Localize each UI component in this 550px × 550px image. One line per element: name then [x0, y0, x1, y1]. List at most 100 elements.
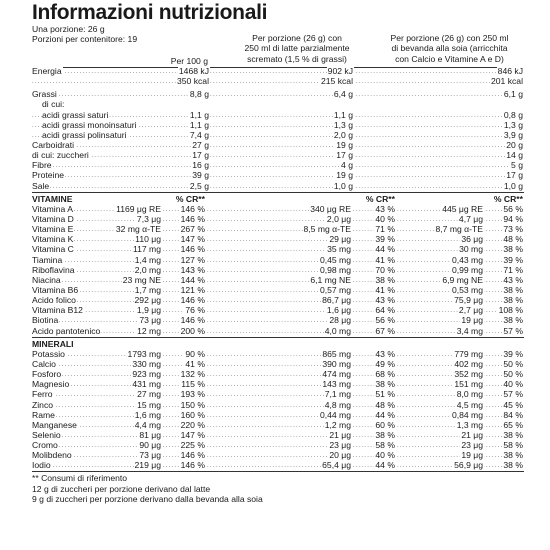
nutrient-label: di cui:: [42, 99, 66, 110]
value-soy: 0,8 g: [502, 109, 524, 120]
dot-leader: ........................................…: [32, 216, 524, 223]
mineral-row: ........................................…: [32, 460, 524, 471]
value-milk: 340 μg RE: [309, 203, 352, 214]
value-soy: 0,99 mg: [450, 264, 484, 275]
dot-leader: ........................................…: [32, 163, 524, 170]
value-soy: 6,9 mg NE: [441, 274, 484, 285]
mineral-row: ........................................…: [32, 399, 524, 410]
mineral-row: ........................................…: [32, 379, 524, 390]
cr-milk: 43 %: [374, 348, 396, 359]
value-milk: 865 mg: [321, 348, 352, 359]
cr-soy: 39 %: [502, 254, 524, 265]
nutrient-row: ........................................…: [32, 129, 524, 140]
dot-leader: ........................................…: [32, 112, 524, 119]
mineral-row: ........................................…: [32, 450, 524, 461]
portions-per-container: Porzioni per contenitore: 19: [32, 34, 138, 44]
value-soy: 4,7 μg: [457, 213, 484, 225]
column-head-soy-line: Per porzione (26 g) con 250 ml: [390, 33, 509, 43]
value-milk: 7,1 mg: [323, 389, 352, 400]
value-soy: 23 μg: [460, 440, 484, 451]
dot-leader: ........................................…: [32, 392, 524, 399]
cr-soy: 38 %: [502, 244, 524, 255]
mineral-row-label: Cromo: [32, 440, 59, 451]
section-header: MINERALI: [32, 338, 524, 349]
mineral-row: ........................................…: [32, 409, 524, 420]
cr-per100: 147 %: [179, 234, 206, 245]
nutrient-label: Carboidrati: [32, 139, 76, 151]
mineral-row-label: Magnesio: [32, 379, 71, 390]
cr-milk: 43 %: [374, 295, 396, 306]
vitamin-row-label: Vitamina B6: [32, 284, 80, 296]
nutrient-label: acidi grassi polinsaturi: [42, 129, 128, 140]
value-soy: 56,9 μg: [453, 460, 484, 471]
mineral-row-label: Manganese: [32, 419, 78, 430]
value-soy: 14 g: [505, 150, 524, 161]
value-per100: 17 g: [191, 150, 210, 161]
value-soy: 0,84 mg: [450, 409, 484, 420]
value-milk: 19 g: [335, 170, 354, 181]
nutrient-label: acidi grassi saturi: [42, 109, 110, 120]
value-per100: 81 μg: [138, 429, 162, 441]
cr-per100: 150 %: [179, 399, 206, 410]
vitamin-row-label: Vitamina C: [32, 244, 75, 255]
value-soy: 4,5 mg: [455, 399, 484, 410]
value-soy: 8,7 mg α-TE: [434, 224, 484, 235]
page-title: Informazioni nutrizionali: [32, 1, 268, 24]
vitamin-row-label: Niacina: [32, 274, 62, 285]
section-rule: [32, 336, 524, 339]
column-head-milk-line: scremato (1,5 % di grassi): [247, 53, 347, 64]
value-per100: 39 g: [191, 170, 210, 181]
mineral-row: ........................................…: [32, 419, 524, 430]
cr-milk: 68 %: [374, 369, 396, 380]
cr-soy: 65 %: [502, 419, 524, 430]
nutrient-row: ........................................…: [32, 150, 524, 161]
vitamin-row: ........................................…: [32, 254, 524, 265]
dot-leader: ........................................…: [32, 153, 524, 160]
value-milk: 8,5 mg α-TE: [302, 224, 352, 235]
value-soy: 846 kJ: [496, 66, 524, 77]
cr-milk: 58 %: [374, 440, 396, 451]
vitamin-row: ........................................…: [32, 295, 524, 306]
nutrient-label: Energia: [32, 66, 63, 77]
cr-per100: 225 %: [179, 440, 206, 451]
value-milk: 1,0 g: [332, 180, 354, 191]
dot-leader: ........................................…: [32, 453, 524, 460]
value-soy: 21 μg: [460, 429, 484, 441]
dot-leader: ........................................…: [32, 227, 524, 234]
value-soy: 36 μg: [460, 234, 484, 245]
dot-leader: ........................................…: [32, 318, 524, 325]
value-milk: 4,8 mg: [323, 399, 352, 410]
cr-soy: 38 %: [502, 460, 524, 471]
cr-soy: 57 %: [502, 389, 524, 400]
cr-soy: 38 %: [502, 450, 524, 461]
nutrient-label: acidi grassi monoinsaturi: [42, 119, 138, 130]
value-soy: 3,9 g: [502, 129, 524, 140]
value-milk: 29 μg: [328, 234, 352, 245]
column-head-soy-line: con Calcio e Vitamine A e D): [395, 53, 504, 64]
cr-milk: 38 %: [374, 429, 396, 441]
cr-soy: 73 %: [502, 224, 524, 235]
value-soy: 0,53 mg: [450, 284, 484, 296]
value-milk: 474 mg: [321, 369, 352, 380]
cr-per100: 220 %: [179, 419, 206, 430]
cr-milk: 40 %: [374, 213, 396, 225]
value-milk: 0,98 mg: [318, 264, 352, 275]
vitamin-row: ........................................…: [32, 213, 524, 225]
dot-leader: ........................................…: [32, 132, 524, 139]
column-head-milk: Per porzione (26 g) con 250 ml di latte …: [222, 33, 372, 64]
mineral-row-label: Molibdeno: [32, 450, 73, 461]
value-soy: 5 g: [510, 160, 524, 171]
value-per100: 27 mg: [136, 389, 162, 400]
dot-leader: ........................................…: [32, 122, 524, 129]
cr-milk: 48 %: [374, 399, 396, 410]
value-milk: 1,2 mg: [323, 419, 352, 430]
value-milk: 1,1 g: [332, 109, 354, 120]
vitamin-row: ........................................…: [32, 224, 524, 235]
value-milk: 19 g: [335, 139, 354, 151]
section-title: MINERALI: [32, 338, 75, 349]
cr-soy: 57 %: [502, 325, 524, 336]
value-per100: 1468 kJ: [177, 66, 210, 77]
value-milk: 6,1 mg NE: [309, 274, 352, 285]
dot-leader: ........................................…: [32, 69, 524, 75]
value-per100: 16 g: [191, 160, 210, 171]
